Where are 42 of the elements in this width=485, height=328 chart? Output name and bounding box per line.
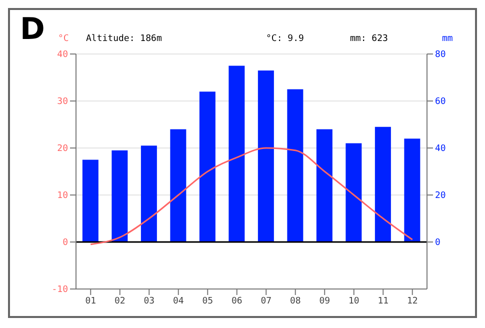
x-tick-label: 07 bbox=[260, 296, 272, 306]
bar bbox=[346, 143, 362, 242]
y-tick-label: -10 bbox=[52, 285, 68, 296]
bar bbox=[112, 150, 128, 242]
bar bbox=[228, 66, 245, 242]
line-series bbox=[90, 147, 414, 246]
x-tick-label: 10 bbox=[348, 296, 360, 306]
bar bbox=[82, 160, 98, 242]
bar bbox=[404, 138, 420, 242]
text: Altitude: 186m bbox=[86, 34, 162, 44]
x-tick-label: 06 bbox=[231, 296, 242, 306]
y-tick-label: 40 bbox=[57, 50, 68, 60]
y-axis-title: °C bbox=[58, 34, 69, 44]
y2-tick-label: 0 bbox=[435, 238, 440, 248]
bar bbox=[374, 126, 391, 242]
y-tick-label: 30 bbox=[57, 97, 68, 108]
y2-tick-label: 80 bbox=[435, 50, 446, 60]
y-tick-label: 10 bbox=[57, 191, 68, 202]
x-tick-label: 03 bbox=[144, 296, 155, 306]
y2-tick-label: 40 bbox=[435, 144, 446, 154]
bar bbox=[170, 129, 186, 242]
text: °C: 9.9 bbox=[266, 34, 304, 44]
y2-tick-label: 20 bbox=[435, 191, 446, 202]
x-tick-label: 08 bbox=[290, 296, 301, 306]
bar bbox=[316, 129, 332, 242]
y2-axis-title: mm bbox=[442, 34, 453, 44]
x-tick-label: 11 bbox=[378, 296, 389, 306]
y-tick-label: 0 bbox=[62, 238, 68, 248]
x-tick-label: 02 bbox=[114, 296, 126, 306]
y-tick-label: 20 bbox=[57, 144, 68, 154]
x-tick-label: 05 bbox=[202, 296, 214, 306]
text: D bbox=[20, 12, 45, 47]
x-tick-label: 01 bbox=[85, 296, 96, 306]
bar bbox=[140, 146, 157, 242]
x-tick-label: 12 bbox=[406, 296, 418, 306]
bar bbox=[199, 92, 216, 242]
bar bbox=[287, 89, 304, 242]
bar bbox=[258, 70, 274, 242]
text: mm: 623 bbox=[350, 34, 388, 44]
y2-tick-label: 60 bbox=[435, 97, 446, 108]
x-tick-label: 04 bbox=[172, 296, 184, 306]
x-tick-label: 09 bbox=[319, 296, 330, 306]
